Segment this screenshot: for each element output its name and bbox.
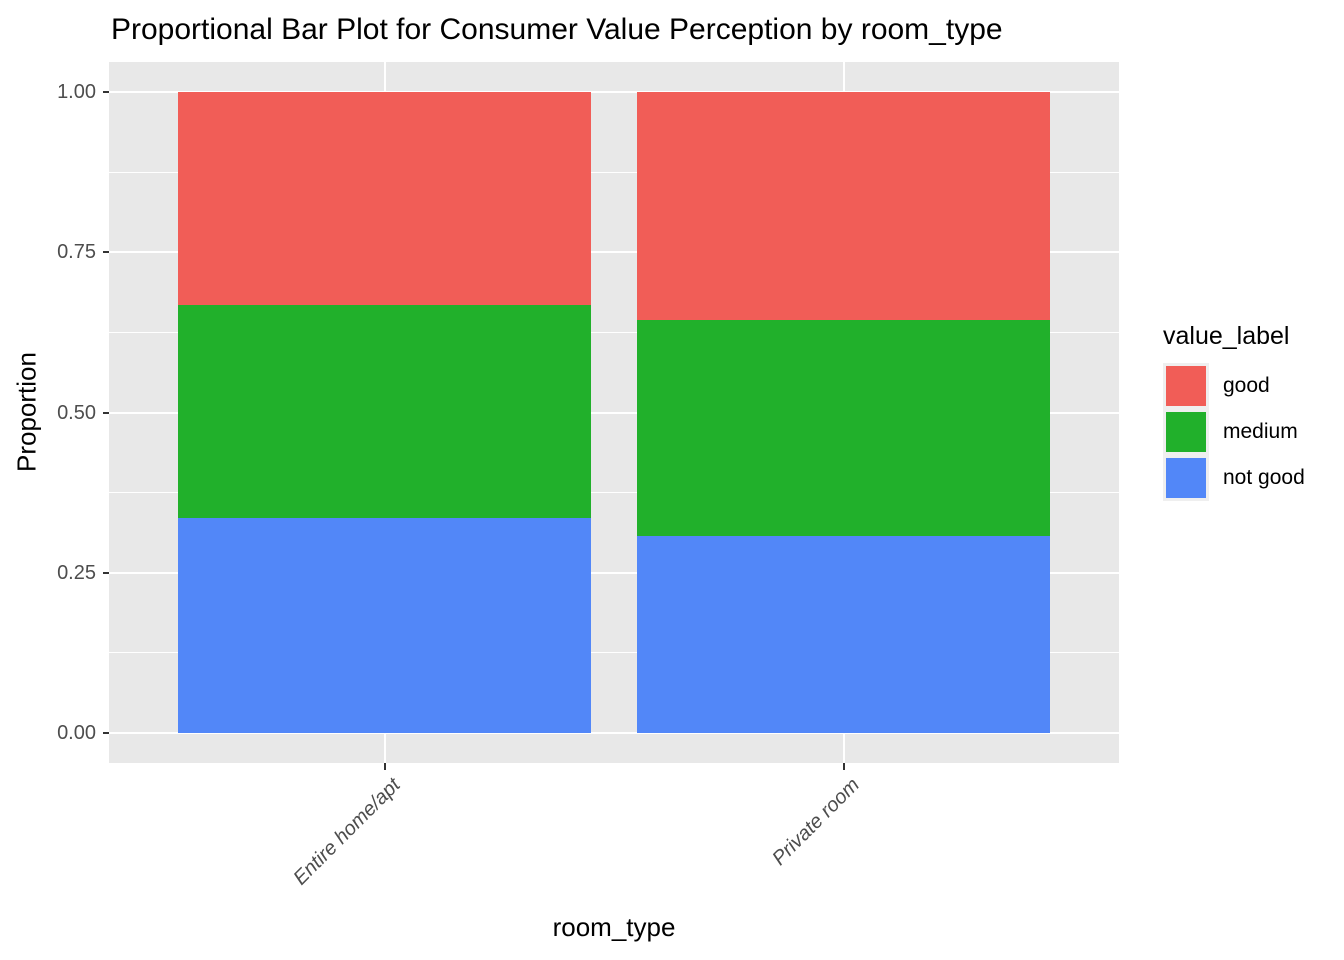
x-tick-label: Entire home/apt	[289, 774, 406, 890]
x-tick-mark	[383, 763, 386, 770]
minor-gridline-h	[109, 652, 1119, 654]
legend-swatch-medium	[1166, 412, 1206, 452]
x-tick-mark	[842, 763, 845, 770]
bar-segment-good	[178, 92, 591, 306]
major-gridline-h	[109, 732, 1119, 734]
bar-segment-good	[637, 92, 1050, 320]
bar-segment-not-good	[178, 518, 591, 733]
bar-segment-not-good	[637, 536, 1050, 733]
major-gridline-h	[109, 571, 1119, 574]
plot-panel	[109, 62, 1119, 763]
legend-title: value_label	[1163, 322, 1290, 350]
bar-segment-medium	[178, 305, 591, 519]
legend: value_label good medium not good	[1163, 322, 1305, 501]
legend-swatch-not-good	[1166, 458, 1206, 498]
y-tick-label: 1.00	[57, 81, 96, 103]
legend-key	[1163, 363, 1209, 409]
y-tick-mark	[103, 251, 109, 254]
minor-gridline-h	[109, 331, 1119, 333]
x-tick-label: Private room	[768, 774, 865, 870]
y-tick-mark	[103, 91, 109, 93]
y-axis-title: Proportion	[11, 352, 42, 472]
legend-entry-good: good	[1163, 363, 1305, 409]
y-tick-mark	[103, 732, 109, 734]
major-gridline-h	[109, 411, 1119, 414]
y-tick-label: 0.00	[57, 722, 96, 744]
legend-entry-not-good: not good	[1163, 455, 1305, 501]
y-tick-mark	[103, 411, 109, 414]
legend-label: not good	[1223, 466, 1305, 489]
y-tick-label: 0.75	[57, 241, 96, 264]
legend-swatch-good	[1166, 366, 1206, 406]
chart-title: Proportional Bar Plot for Consumer Value…	[111, 13, 1003, 46]
minor-gridline-h	[109, 492, 1119, 494]
legend-label: good	[1223, 374, 1270, 397]
x-axis-title: room_type	[552, 912, 676, 942]
minor-gridline-h	[109, 171, 1119, 173]
y-tick-label: 0.25	[57, 561, 96, 584]
legend-key	[1163, 455, 1209, 501]
legend-label: medium	[1223, 420, 1298, 443]
y-tick-label: 0.50	[57, 401, 96, 424]
y-tick-mark	[103, 571, 109, 574]
legend-entry-medium: medium	[1163, 409, 1305, 455]
major-gridline-h	[109, 251, 1119, 254]
major-gridline-h	[109, 91, 1119, 93]
bar-segment-medium	[637, 319, 1050, 537]
legend-key	[1163, 409, 1209, 455]
